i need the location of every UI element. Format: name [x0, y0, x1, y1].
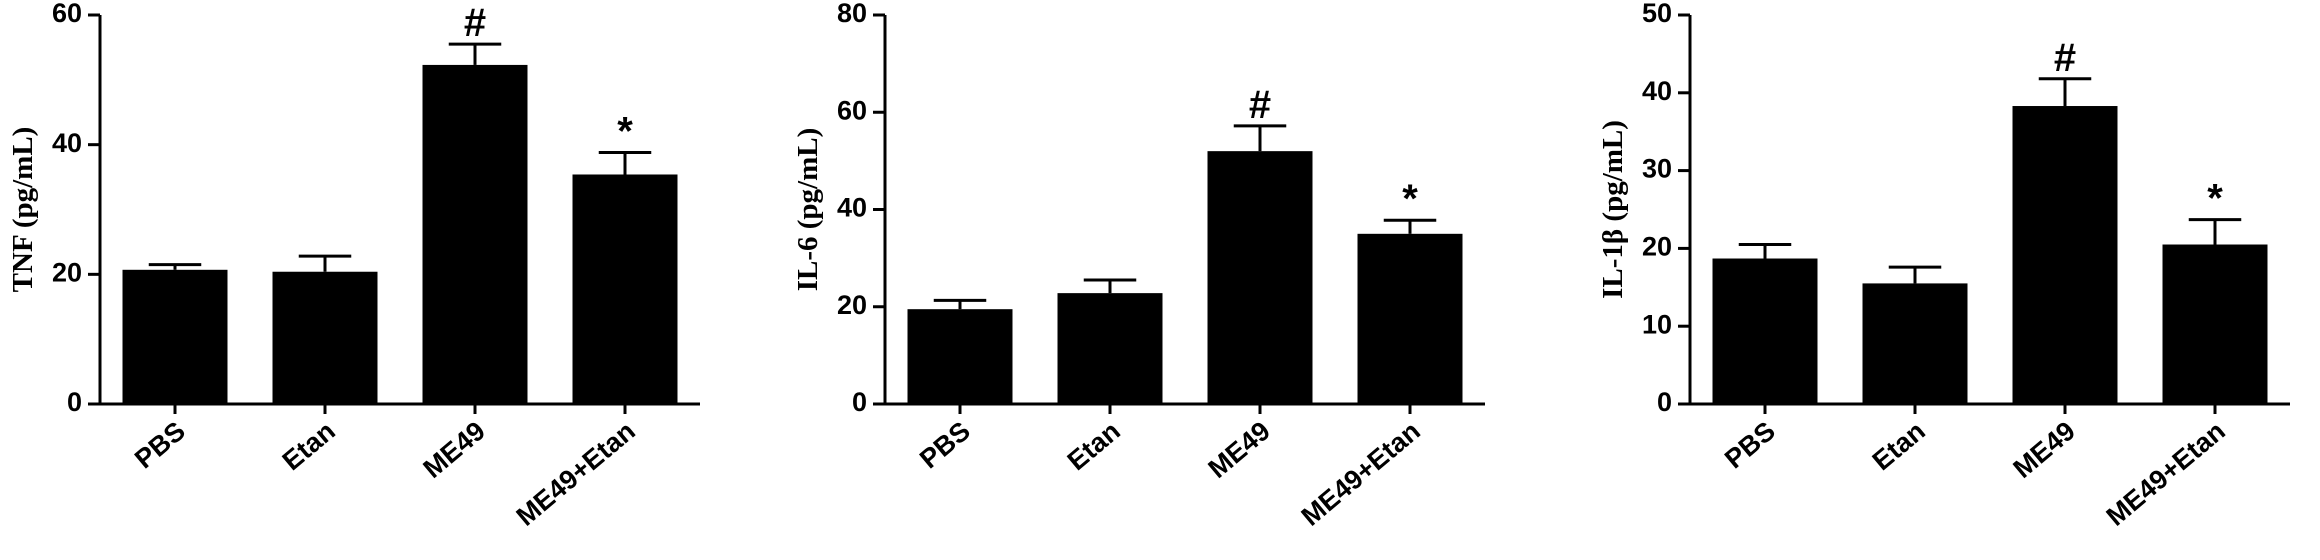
y-tick-label: 20	[52, 257, 82, 287]
annotation: *	[2207, 177, 2223, 221]
bar	[1357, 233, 1463, 404]
bar	[122, 269, 228, 404]
y-axis-label: IL-6 (pg/mL)	[792, 128, 824, 292]
x-tick-label: ME49	[418, 416, 491, 484]
chart: IL-1β (pg/mL) 0 10 20 30 40 50 PBS Etan # ME49 * ME4…	[1597, 0, 2290, 532]
y-tick-label: 40	[52, 128, 82, 158]
x-tick-label: Etan	[1867, 416, 1931, 477]
bar	[1207, 151, 1313, 404]
bar	[272, 271, 378, 404]
bar	[907, 309, 1013, 404]
y-tick-label: 50	[1642, 0, 1672, 28]
x-tick-label: Etan	[277, 416, 341, 477]
annotation: *	[1402, 177, 1418, 221]
y-tick-label: 20	[837, 290, 867, 320]
annotation: #	[464, 1, 486, 45]
y-tick-label: 20	[1642, 232, 1672, 262]
y-tick-label: 80	[837, 0, 867, 28]
bar	[1862, 283, 1968, 404]
y-tick-label: 40	[1642, 76, 1672, 106]
x-tick-label: ME49+Etan	[1296, 416, 1426, 532]
x-tick-label: PBS	[129, 416, 191, 475]
chart: TNF (pg/mL) 0 20 40 60 PBS Etan # ME49 * ME49+Etan	[7, 0, 700, 532]
x-tick-label: ME49+Etan	[511, 416, 641, 532]
x-tick-label: ME49	[1203, 416, 1276, 484]
annotation: #	[2054, 36, 2076, 80]
bar	[2162, 244, 2268, 404]
y-axis-label: IL-1β (pg/mL)	[1597, 120, 1629, 299]
y-tick-label: 40	[837, 193, 867, 223]
x-tick-label: PBS	[1719, 416, 1781, 475]
y-tick-label: 60	[837, 95, 867, 125]
bar	[1057, 293, 1163, 404]
x-tick-label: ME49+Etan	[2101, 416, 2231, 532]
x-tick-label: Etan	[1062, 416, 1126, 477]
annotation: *	[617, 109, 633, 153]
annotation: #	[1249, 83, 1271, 127]
y-axis-label: TNF (pg/mL)	[7, 127, 39, 293]
y-tick-label: 30	[1642, 154, 1672, 184]
bar	[422, 64, 528, 405]
x-tick-label: PBS	[914, 416, 976, 475]
y-tick-label: 0	[1657, 387, 1672, 417]
bar	[1712, 258, 1818, 404]
y-tick-label: 0	[852, 387, 867, 417]
y-tick-label: 60	[52, 0, 82, 28]
bar	[572, 174, 678, 404]
y-tick-label: 0	[67, 387, 82, 417]
x-tick-label: ME49	[2008, 416, 2081, 484]
y-tick-label: 10	[1642, 309, 1672, 339]
bar	[2012, 106, 2118, 404]
chart: IL-6 (pg/mL) 0 20 40 60 80 PBS Etan # ME49 * ME49+E…	[792, 0, 1485, 532]
